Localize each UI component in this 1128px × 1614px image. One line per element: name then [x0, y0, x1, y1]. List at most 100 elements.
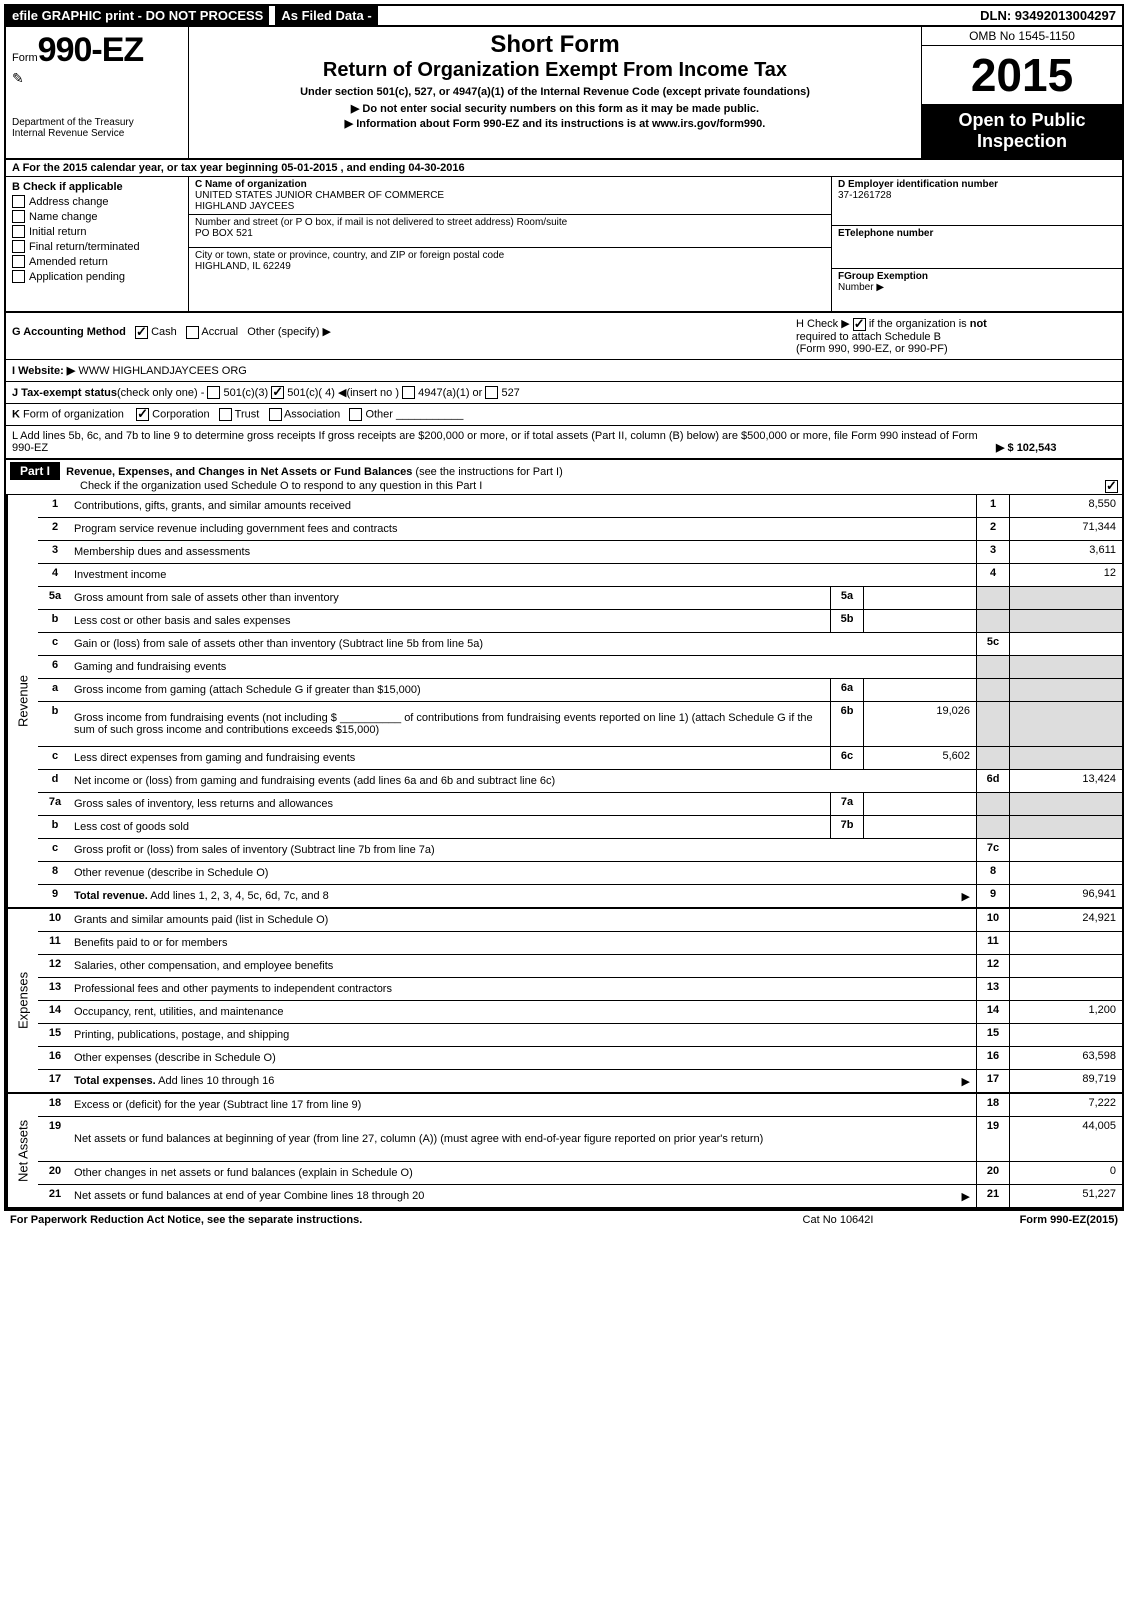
part1-check: Check if the organization used Schedule … — [80, 480, 482, 492]
right-num — [976, 679, 1009, 701]
side-label: Expenses — [6, 909, 38, 1092]
line-21: 21Net assets or fund balances at end of … — [38, 1185, 1122, 1207]
h-checkbox[interactable] — [853, 318, 866, 331]
line-desc: Net assets or fund balances at beginning… — [72, 1117, 976, 1161]
right-num: 2 — [976, 518, 1009, 540]
mid-val: 5,602 — [863, 747, 976, 769]
mid-val — [863, 793, 976, 815]
line-17: 17Total expenses. Add lines 10 through 1… — [38, 1070, 1122, 1092]
line-desc: Less cost of goods sold — [72, 816, 830, 838]
line-number: c — [38, 633, 72, 655]
line-desc: Net assets or fund balances at end of ye… — [72, 1185, 976, 1207]
right-val — [1009, 862, 1122, 884]
line-4: 4Investment income412 — [38, 564, 1122, 587]
right-val: 51,227 — [1009, 1185, 1122, 1207]
right-num — [976, 702, 1009, 746]
top-bar: efile GRAPHIC print - DO NOT PROCESS As … — [6, 6, 1122, 27]
checkbox[interactable] — [12, 210, 25, 223]
right-num — [976, 793, 1009, 815]
line-number: b — [38, 702, 72, 746]
right-val — [1009, 955, 1122, 977]
right-val — [1009, 747, 1122, 769]
right-num: 16 — [976, 1047, 1009, 1069]
501c-checkbox[interactable] — [271, 386, 284, 399]
right-num: 10 — [976, 909, 1009, 931]
line-8: 8Other revenue (describe in Schedule O)8 — [38, 862, 1122, 885]
corp-checkbox[interactable] — [136, 408, 149, 421]
line-desc: Contributions, gifts, grants, and simila… — [72, 495, 976, 517]
col-b-title: B Check if applicable — [12, 181, 182, 193]
cash-checkbox[interactable] — [135, 326, 148, 339]
right-val — [1009, 839, 1122, 861]
checkbox[interactable] — [12, 270, 25, 283]
addr-label: Number and street (or P O box, if mail i… — [195, 217, 825, 228]
header-left: Form990-EZ ✎ Department of the Treasury … — [6, 27, 189, 158]
right-val — [1009, 978, 1122, 1000]
line-desc: Investment income — [72, 564, 976, 586]
right-val: 44,005 — [1009, 1117, 1122, 1161]
omb-number: OMB No 1545-1150 — [922, 27, 1122, 46]
trust-checkbox[interactable] — [219, 408, 232, 421]
right-num — [976, 587, 1009, 609]
efile-label: efile GRAPHIC print - DO NOT PROCESS — [6, 6, 269, 25]
line-a: aGross income from gaming (attach Schedu… — [38, 679, 1122, 702]
501c3-checkbox[interactable] — [207, 386, 220, 399]
line-19: 19Net assets or fund balances at beginni… — [38, 1117, 1122, 1162]
checkbox[interactable] — [12, 240, 25, 253]
line-11: 11Benefits paid to or for members11 — [38, 932, 1122, 955]
info-line: ▶ Information about Form 990-EZ and its … — [195, 117, 915, 130]
right-val: 24,921 — [1009, 909, 1122, 931]
row-l: L Add lines 5b, 6c, and 7b to line 9 to … — [6, 426, 1122, 460]
right-num: 12 — [976, 955, 1009, 977]
mid-val: 19,026 — [863, 702, 976, 746]
other-checkbox[interactable] — [349, 408, 362, 421]
assoc-checkbox[interactable] — [269, 408, 282, 421]
line-number: 6 — [38, 656, 72, 678]
527-checkbox[interactable] — [485, 386, 498, 399]
org-name-1: UNITED STATES JUNIOR CHAMBER OF COMMERCE — [195, 190, 825, 201]
right-num: 6d — [976, 770, 1009, 792]
right-val: 0 — [1009, 1162, 1122, 1184]
right-val: 89,719 — [1009, 1070, 1122, 1092]
line-6: 6Gaming and fundraising events — [38, 656, 1122, 679]
line-number: 10 — [38, 909, 72, 931]
row-gh: G Accounting Method Cash Accrual Other (… — [6, 313, 1122, 360]
right-num: 18 — [976, 1094, 1009, 1116]
line-desc: Printing, publications, postage, and shi… — [72, 1024, 976, 1046]
line-desc: Total expenses. Add lines 10 through 16▶ — [72, 1070, 976, 1092]
row-k: K Form of organization Corporation Trust… — [6, 404, 1122, 426]
accrual-checkbox[interactable] — [186, 326, 199, 339]
right-val: 12 — [1009, 564, 1122, 586]
right-num: 3 — [976, 541, 1009, 563]
mid-val — [863, 610, 976, 632]
d-label: D Employer identification number — [838, 179, 1116, 190]
col-c: C Name of organization UNITED STATES JUN… — [189, 177, 831, 311]
checkbox[interactable] — [12, 195, 25, 208]
right-num: 5c — [976, 633, 1009, 655]
line-number: 1 — [38, 495, 72, 517]
4947-checkbox[interactable] — [402, 386, 415, 399]
part1-sub: (see the instructions for Part I) — [415, 466, 562, 478]
right-val: 8,550 — [1009, 495, 1122, 517]
line-c: cLess direct expenses from gaming and fu… — [38, 747, 1122, 770]
line-12: 12Salaries, other compensation, and empl… — [38, 955, 1122, 978]
form-container: efile GRAPHIC print - DO NOT PROCESS As … — [4, 4, 1124, 1211]
header-right: OMB No 1545-1150 2015 Open to Public Ins… — [921, 27, 1122, 158]
mid-box: 7a — [830, 793, 863, 815]
part1-label: Part I — [10, 462, 60, 480]
line-desc: Other revenue (describe in Schedule O) — [72, 862, 976, 884]
return-title: Return of Organization Exempt From Incom… — [195, 59, 915, 82]
checkbox[interactable] — [12, 255, 25, 268]
checkbox[interactable] — [12, 225, 25, 238]
c-name-label: C Name of organization — [195, 179, 825, 190]
line-20: 20Other changes in net assets or fund ba… — [38, 1162, 1122, 1185]
line-15: 15Printing, publications, postage, and s… — [38, 1024, 1122, 1047]
line-desc: Salaries, other compensation, and employ… — [72, 955, 976, 977]
line-16: 16Other expenses (describe in Schedule O… — [38, 1047, 1122, 1070]
under-section: Under section 501(c), 527, or 4947(a)(1)… — [195, 86, 915, 98]
line-number: d — [38, 770, 72, 792]
line-number: 13 — [38, 978, 72, 1000]
irs-link[interactable]: www.irs.gov/form990 — [652, 118, 762, 130]
mid-val — [863, 679, 976, 701]
schedule-o-checkbox[interactable] — [1105, 480, 1118, 493]
